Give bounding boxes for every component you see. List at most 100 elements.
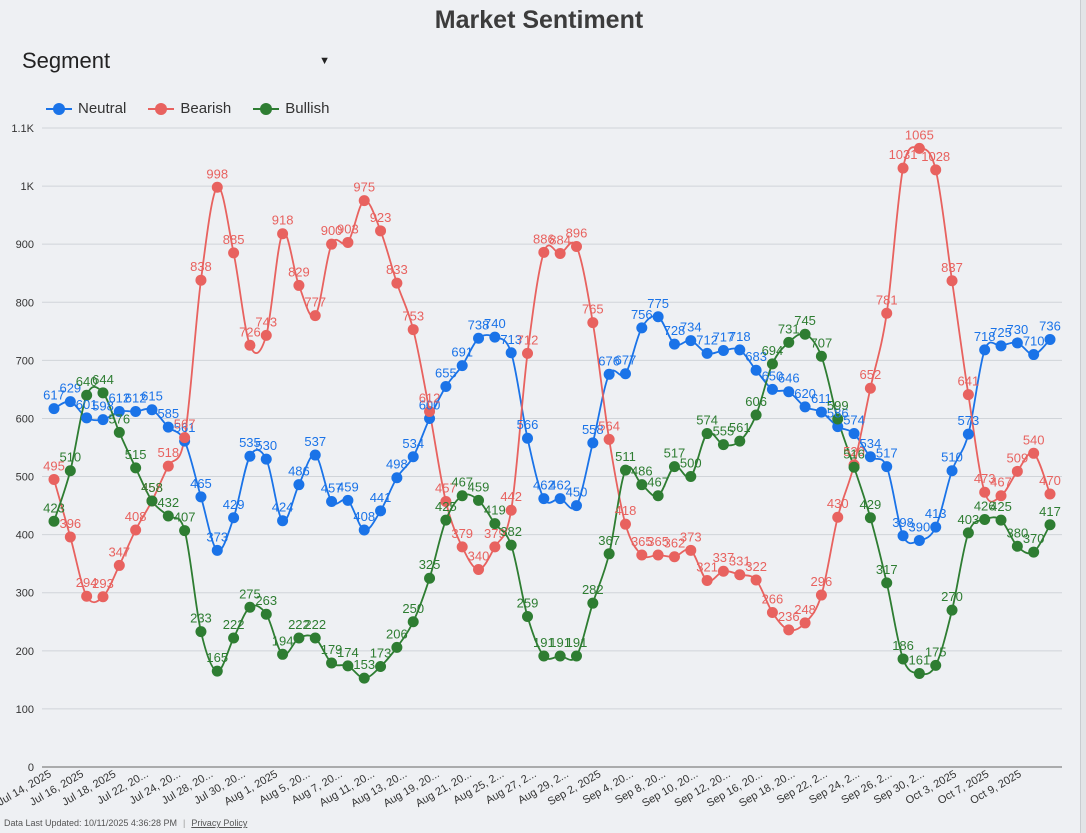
data-label-bullish: 222 (288, 617, 310, 632)
data-label-bearish: 838 (190, 259, 212, 274)
data-label-bullish: 459 (468, 479, 490, 494)
data-point-neutral (407, 451, 419, 463)
data-point-neutral (113, 405, 125, 417)
data-label-bullish: 161 (909, 652, 931, 667)
data-label-bearish: 430 (827, 496, 849, 511)
data-label-neutral: 457 (321, 481, 343, 496)
data-point-neutral (603, 368, 615, 380)
data-label-neutral: 573 (958, 413, 980, 428)
data-point-neutral (848, 428, 860, 440)
data-label-bullish: 516 (843, 446, 865, 461)
data-label-bearish: 473 (974, 471, 996, 486)
data-point-bullish (995, 514, 1007, 526)
data-label-bullish: 511 (615, 449, 636, 464)
data-point-bearish (195, 274, 207, 286)
data-label-neutral: 617 (43, 388, 65, 403)
data-point-bearish (505, 504, 517, 516)
data-point-neutral (995, 340, 1007, 352)
footer-separator: | (182, 818, 186, 828)
data-label-neutral: 629 (59, 381, 81, 396)
data-label-bearish: 296 (811, 574, 833, 589)
data-label-bullish: 382 (500, 524, 522, 539)
segment-dropdown[interactable]: Segment ▼ (14, 46, 340, 76)
data-label-neutral: 676 (598, 353, 620, 368)
data-label-bearish: 236 (778, 609, 800, 624)
privacy-policy-link[interactable]: Privacy Policy (191, 818, 248, 828)
y-tick-label: 0 (28, 762, 34, 774)
data-label-bullish: 694 (762, 343, 784, 358)
footer: Data Last Updated: 10/11/2025 4:36:28 PM… (4, 818, 247, 828)
series-line-bearish (53, 146, 1051, 632)
data-point-bullish (342, 660, 354, 672)
data-point-bearish (913, 142, 925, 154)
data-point-bullish (179, 525, 191, 537)
legend-label-bullish: Bullish (285, 100, 330, 117)
data-point-bullish (146, 495, 158, 507)
data-point-bearish (1028, 447, 1040, 459)
data-label-bearish: 509 (1006, 450, 1028, 465)
data-point-neutral (587, 437, 599, 449)
data-label-neutral: 462 (549, 478, 571, 493)
data-label-bearish: 379 (484, 526, 506, 541)
data-point-bullish (440, 514, 452, 526)
data-label-bearish: 362 (664, 536, 686, 551)
data-point-neutral (228, 512, 240, 524)
data-label-bearish: 457 (435, 481, 457, 496)
data-label-bullish: 467 (451, 475, 473, 490)
data-point-bearish (832, 511, 844, 523)
data-label-bullish: 574 (696, 413, 718, 428)
data-label-bearish: 833 (386, 262, 408, 277)
data-label-bearish: 442 (500, 489, 522, 504)
data-label-neutral: 459 (337, 479, 359, 494)
legend-item-neutral[interactable]: Neutral (46, 100, 126, 117)
data-label-neutral: 615 (141, 389, 163, 404)
data-label-bullish: 486 (631, 464, 653, 479)
data-point-bullish (668, 461, 680, 473)
data-point-neutral (130, 405, 142, 417)
legend-item-bearish[interactable]: Bearish (148, 100, 231, 117)
data-label-bullish: 275 (239, 586, 261, 601)
data-point-bullish (815, 350, 827, 362)
y-tick-label: 800 (16, 297, 34, 309)
data-point-bullish (277, 648, 289, 660)
data-point-bearish (1044, 488, 1056, 500)
data-label-bullish: 153 (353, 657, 375, 672)
data-label-bullish: 745 (794, 313, 816, 328)
scrollbar[interactable] (1080, 0, 1086, 833)
data-point-bullish (881, 577, 893, 589)
data-label-neutral: 611 (811, 391, 832, 406)
data-label-neutral: 530 (255, 438, 277, 453)
data-point-neutral (832, 421, 844, 433)
data-label-bullish: 425 (990, 499, 1012, 514)
data-label-bullish: 175 (925, 644, 947, 659)
data-point-neutral (391, 472, 403, 484)
data-point-bullish (489, 518, 501, 530)
data-point-bearish (897, 162, 909, 174)
data-label-bearish: 726 (239, 324, 261, 339)
legend-item-bullish[interactable]: Bullish (253, 100, 329, 117)
data-label-neutral: 486 (288, 464, 310, 479)
data-point-neutral (358, 524, 370, 536)
data-label-bearish: 886 (533, 231, 555, 246)
data-point-bearish (587, 317, 599, 329)
data-point-bullish (505, 539, 517, 551)
data-label-bearish: 743 (255, 314, 277, 329)
data-point-neutral (64, 396, 76, 408)
data-point-bearish (358, 195, 370, 207)
data-point-bullish (946, 604, 958, 616)
data-label-bullish: 561 (729, 420, 751, 435)
data-point-bullish (636, 479, 648, 491)
data-point-bearish (636, 549, 648, 561)
data-point-bearish (48, 473, 60, 485)
data-label-bearish: 918 (272, 213, 294, 228)
data-label-bearish: 641 (958, 374, 980, 389)
data-point-neutral (652, 311, 664, 323)
data-point-neutral (260, 453, 272, 465)
data-label-neutral: 561 (174, 420, 196, 435)
data-point-bullish (913, 667, 925, 679)
chevron-down-icon: ▼ (319, 55, 330, 67)
data-label-bearish: 248 (794, 602, 816, 617)
data-label-neutral: 775 (647, 296, 669, 311)
data-label-neutral: 534 (860, 436, 882, 451)
data-label-bullish: 417 (1039, 504, 1061, 519)
